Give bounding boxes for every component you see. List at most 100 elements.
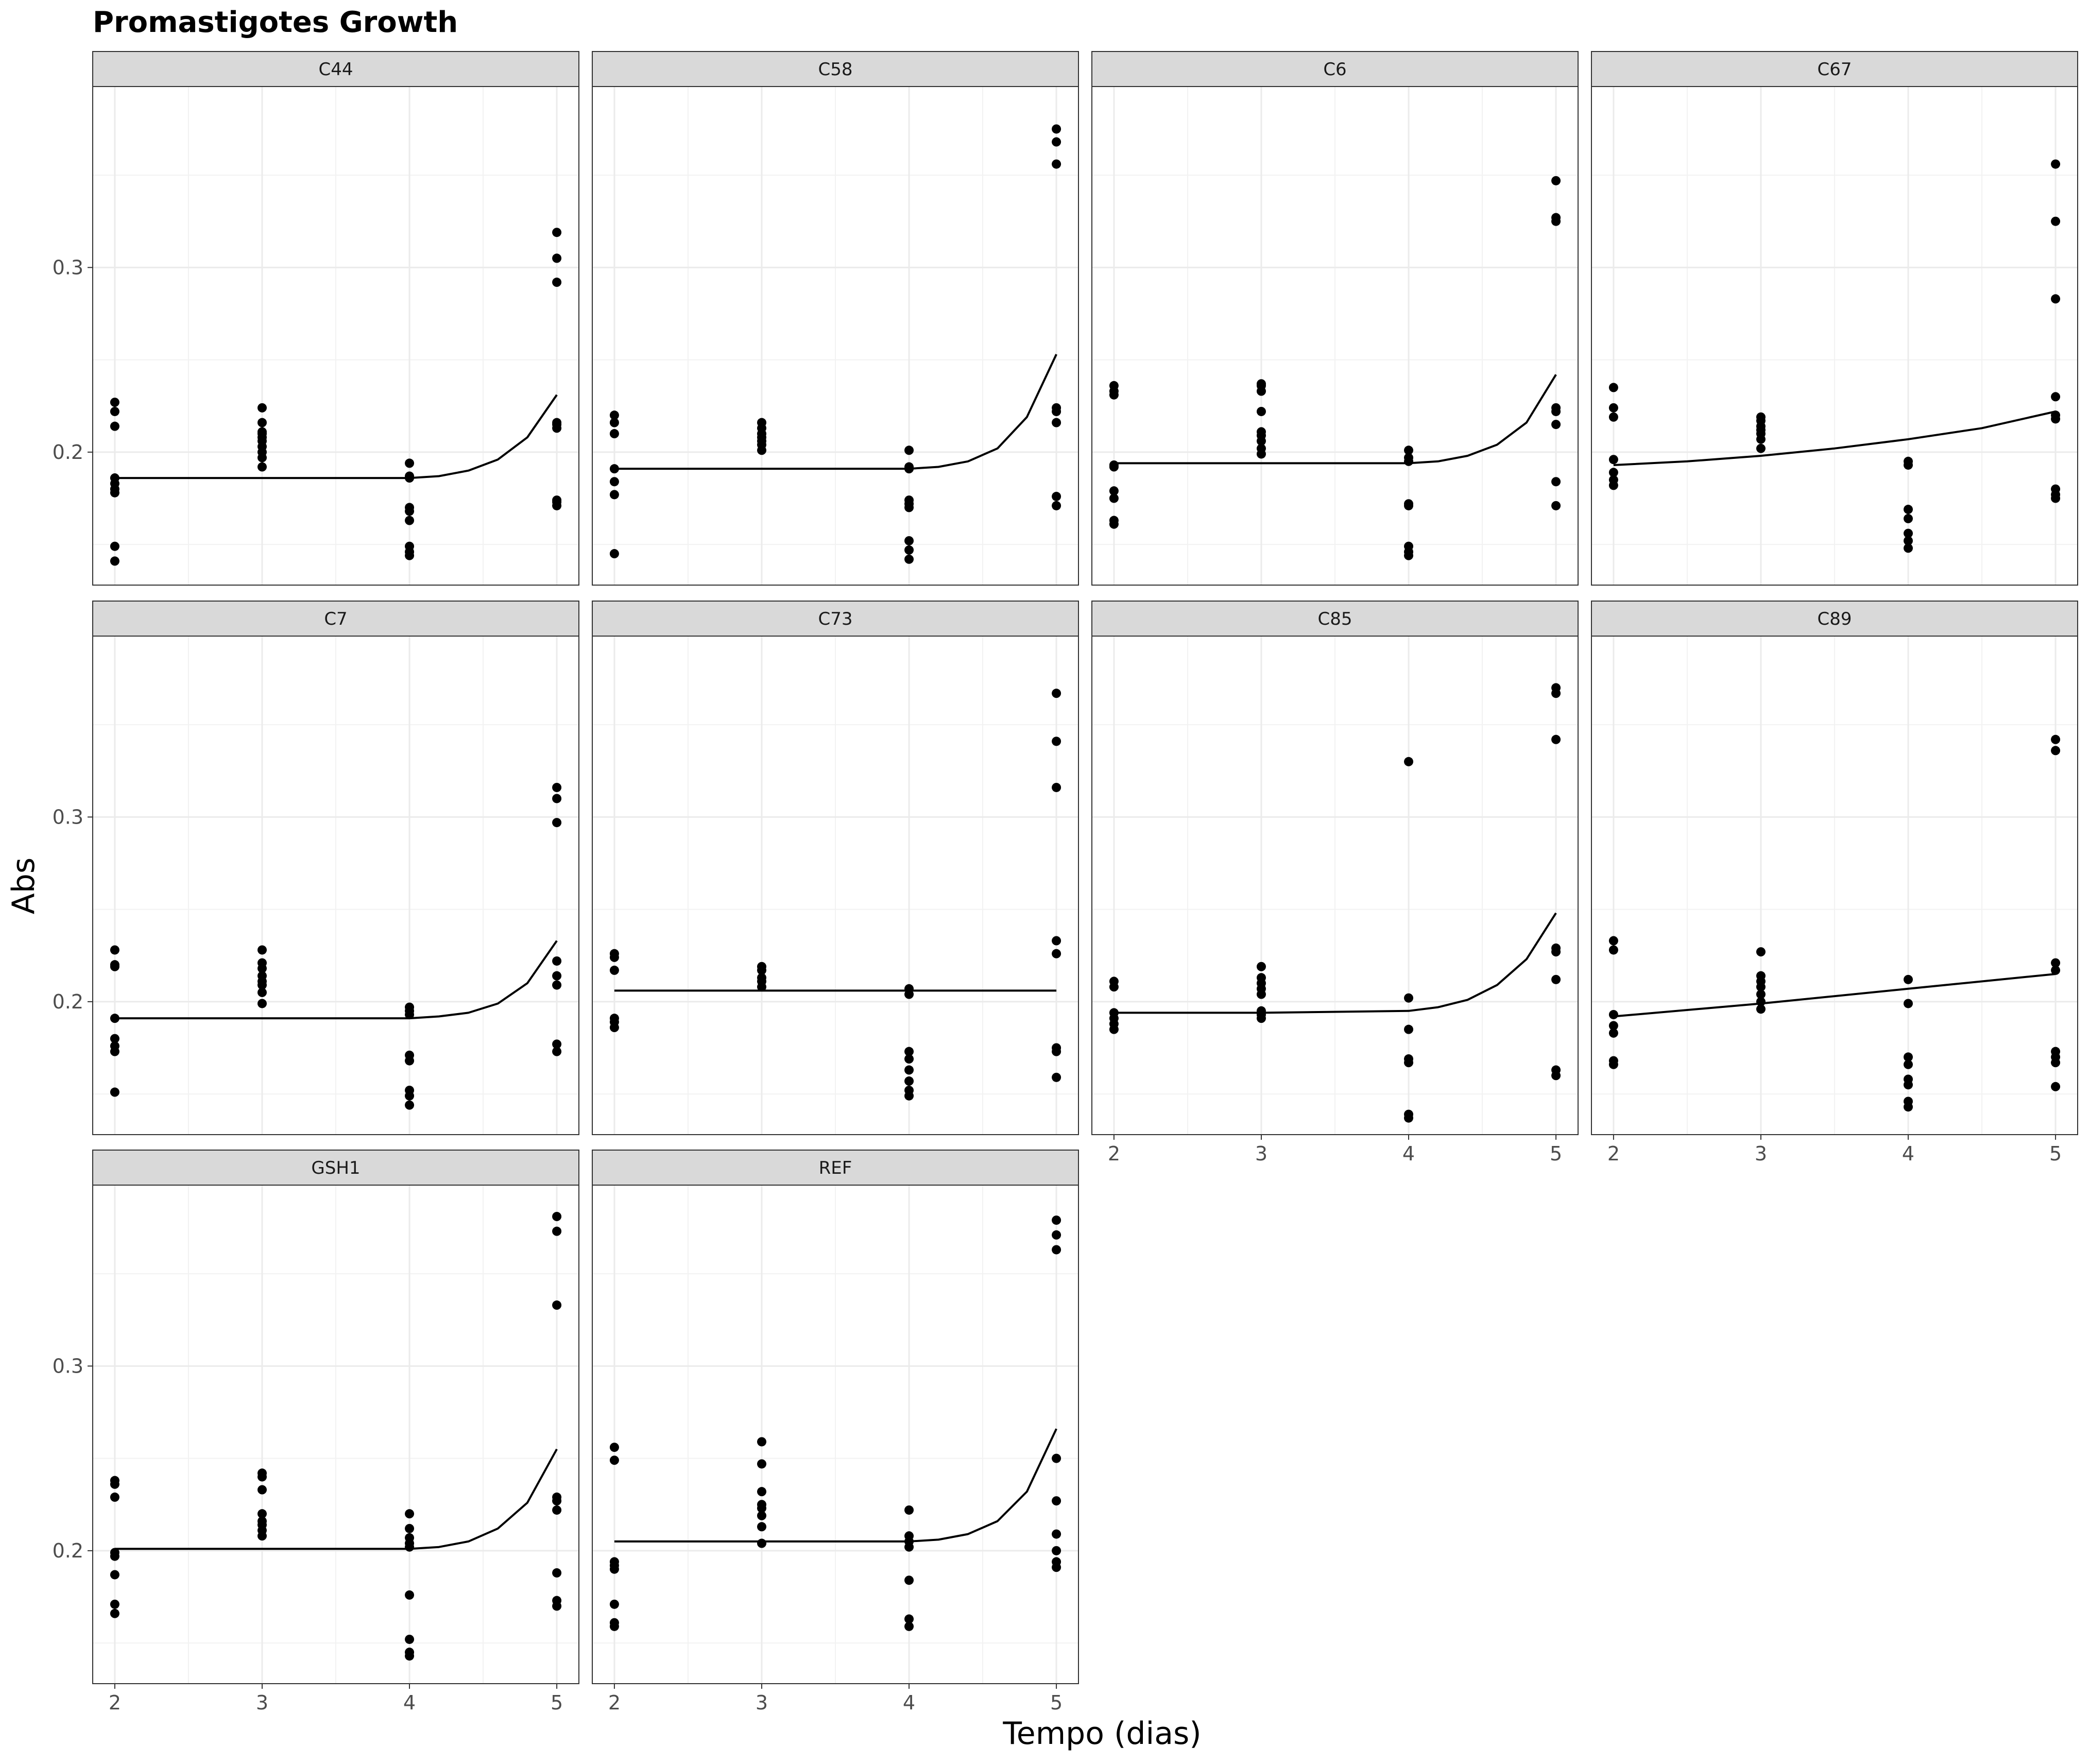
data-point: [757, 962, 766, 971]
data-point: [1551, 403, 1561, 413]
data-point: [1109, 493, 1119, 503]
data-point: [1404, 757, 1414, 766]
data-point: [1052, 1043, 1061, 1053]
data-point: [552, 1211, 562, 1221]
data-point: [1256, 427, 1266, 437]
x-tick-label: 5: [1050, 1691, 1063, 1714]
data-point: [2051, 216, 2061, 226]
data-point: [904, 1575, 914, 1585]
data-point: [552, 794, 562, 803]
x-tick-label: 3: [1755, 1142, 1767, 1165]
data-point: [110, 398, 119, 407]
data-point: [552, 418, 562, 427]
facet-panel: C44 0.2 0.3: [53, 51, 579, 586]
data-point: [405, 503, 415, 512]
data-point: [1109, 460, 1119, 470]
strip-label: C67: [1817, 59, 1852, 80]
x-tick-label: 5: [1550, 1142, 1562, 1165]
strip-background: [1091, 51, 1579, 87]
data-point: [757, 1511, 766, 1520]
data-point: [552, 228, 562, 237]
data-point: [1904, 505, 1913, 515]
x-axis-title: Tempo (dias): [1002, 1716, 1201, 1752]
data-point: [1404, 541, 1414, 551]
strip-label: REF: [819, 1158, 852, 1178]
data-point: [1904, 1052, 1913, 1062]
data-point: [609, 1455, 619, 1465]
data-point: [1052, 501, 1061, 510]
data-point: [609, 1014, 619, 1023]
fit-curve: [114, 940, 558, 1020]
data-point: [405, 1002, 415, 1012]
data-point: [405, 1085, 415, 1095]
fit-curve: [1113, 374, 1557, 465]
data-point: [110, 1014, 119, 1023]
data-point: [1608, 412, 1618, 422]
data-point: [552, 1492, 562, 1502]
data-point: [1052, 1072, 1061, 1082]
strip-label: GSH1: [311, 1158, 360, 1178]
data-point: [904, 1054, 914, 1064]
data-point: [609, 949, 619, 958]
data-point: [2051, 746, 2061, 756]
data-point: [1256, 406, 1266, 416]
data-point: [257, 987, 267, 997]
strip-label: C7: [324, 609, 347, 629]
data-point: [257, 1485, 267, 1495]
data-point: [1756, 1004, 1766, 1014]
data-point: [1608, 455, 1618, 465]
facet-panel: C6: [1091, 51, 1579, 586]
panel-border: [1591, 636, 2078, 1135]
data-point: [257, 1468, 267, 1478]
data-point: [110, 1041, 119, 1051]
data-point: [1608, 945, 1618, 955]
panel-border: [92, 86, 579, 586]
panel-border: [1091, 636, 1579, 1135]
data-point: [1551, 420, 1561, 430]
data-point: [405, 541, 415, 551]
facet-panel: C85 2 3 4 5: [1091, 601, 1579, 1165]
data-point: [1551, 1065, 1561, 1075]
data-point: [757, 1459, 766, 1469]
facet-panels: C44 0.2 0.3 C58 C6 C67 C7 0.2 0.3 C73 C85 2 3 4 5 C89 2 3…: [53, 51, 2078, 1714]
data-point: [552, 1568, 562, 1578]
data-point: [1904, 1074, 1913, 1084]
data-point: [1404, 453, 1414, 463]
fit-curve: [1613, 410, 2056, 466]
data-point: [1551, 683, 1561, 693]
data-point: [1904, 536, 1913, 545]
facet-panel: C58: [592, 51, 1079, 586]
data-point: [1608, 1056, 1618, 1066]
data-point: [1608, 383, 1618, 392]
data-point: [1756, 443, 1766, 453]
strip-label: C73: [818, 609, 852, 629]
data-point: [257, 971, 267, 981]
data-point: [1109, 516, 1119, 525]
data-point: [1052, 1529, 1061, 1539]
x-tick-label: 4: [1902, 1142, 1914, 1165]
facet-panel: GSH1 0.2 0.3 2 3 4 5: [53, 1150, 579, 1714]
data-point: [257, 999, 267, 1008]
data-point: [405, 1100, 415, 1110]
data-point: [1551, 974, 1561, 984]
data-point: [609, 490, 619, 500]
data-point: [1256, 962, 1266, 971]
panel-border: [592, 86, 1079, 586]
data-point: [1052, 1453, 1061, 1463]
data-point: [1256, 973, 1266, 983]
y-tick-label: 0.2: [53, 441, 83, 464]
strip-label: C6: [1323, 59, 1346, 80]
strip-background: [92, 51, 579, 87]
data-point: [2051, 159, 2061, 169]
data-point: [904, 545, 914, 555]
data-point: [904, 1076, 914, 1086]
data-point: [1551, 477, 1561, 487]
data-point: [1052, 1496, 1061, 1506]
data-point: [1256, 379, 1266, 389]
data-point: [609, 965, 619, 975]
data-point: [1551, 943, 1561, 953]
data-point: [1052, 949, 1061, 958]
data-point: [1404, 446, 1414, 455]
data-point: [257, 945, 267, 955]
